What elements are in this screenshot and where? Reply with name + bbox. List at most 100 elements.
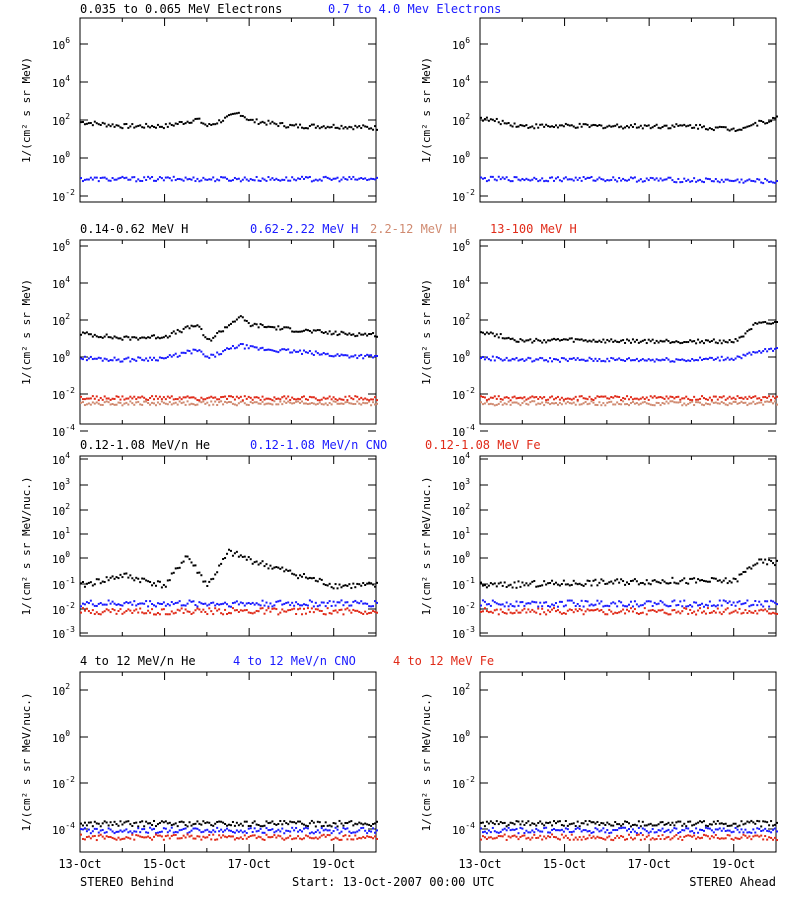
data-point: [320, 834, 323, 837]
data-point: [141, 336, 144, 339]
data-point: [531, 580, 534, 583]
data-point: [667, 605, 670, 608]
data-point: [214, 123, 217, 126]
data-point: [299, 123, 302, 126]
data-point: [614, 395, 617, 398]
data-point: [145, 337, 148, 340]
data-point: [584, 600, 587, 603]
plot-frame: [479, 455, 777, 637]
data-point: [308, 395, 311, 398]
data-point: [669, 838, 672, 841]
data-point: [493, 837, 496, 840]
data-point: [297, 830, 300, 833]
data-point: [249, 401, 252, 404]
data-point: [628, 398, 630, 401]
data-point: [738, 831, 741, 834]
data-point: [123, 602, 126, 605]
data-point: [716, 356, 719, 359]
data-point: [212, 176, 215, 179]
data-point: [139, 356, 142, 359]
data-point: [545, 583, 548, 586]
data-point: [93, 613, 96, 616]
data-point: [590, 584, 593, 587]
data-point: [554, 822, 557, 825]
x-tick-label: 15-Oct: [143, 857, 186, 871]
data-point: [137, 611, 140, 614]
data-point: [708, 580, 711, 583]
data-point: [766, 610, 769, 613]
data-point: [626, 608, 629, 611]
data-point: [485, 400, 488, 403]
data-point: [681, 605, 684, 608]
data-point: [584, 820, 587, 823]
data-point: [568, 823, 571, 826]
data-point: [732, 830, 735, 833]
data-point: [541, 357, 544, 360]
data-point: [243, 176, 246, 179]
data-point: [249, 824, 252, 827]
data-point: [643, 838, 646, 841]
data-point: [310, 352, 313, 355]
data-point: [145, 612, 148, 615]
data-point: [370, 824, 373, 827]
data-point: [594, 837, 597, 840]
data-point: [647, 609, 650, 612]
data-point: [231, 402, 234, 405]
data-point: [718, 359, 721, 362]
data-point: [251, 178, 254, 181]
data-point: [519, 585, 522, 588]
data-point: [265, 397, 268, 400]
data-point: [247, 556, 250, 559]
data-point: [489, 820, 492, 823]
data-point: [635, 126, 638, 129]
data-point: [257, 326, 260, 329]
data-point: [208, 396, 211, 399]
data-point: [316, 580, 319, 583]
data-point: [153, 604, 156, 607]
data-point: [316, 829, 319, 832]
data-point: [188, 177, 191, 180]
data-point: [101, 580, 104, 583]
data-point: [208, 356, 211, 359]
data-point: [107, 835, 110, 838]
data-point: [724, 398, 727, 401]
data-point: [89, 355, 92, 358]
data-point: [133, 395, 136, 398]
data-point: [513, 339, 516, 342]
data-point: [328, 395, 331, 398]
data-point: [485, 180, 488, 183]
data-point: [537, 836, 540, 839]
data-point: [233, 176, 236, 179]
data-point: [626, 581, 629, 584]
data-point: [156, 123, 159, 126]
data-point: [149, 396, 152, 399]
data-point: [170, 395, 173, 398]
data-point: [178, 837, 181, 840]
data-point: [360, 611, 363, 614]
data-point: [752, 395, 755, 398]
data-point: [202, 176, 205, 179]
data-point: [198, 325, 201, 328]
data-point: [235, 550, 238, 553]
data-point: [231, 179, 234, 182]
data-point: [245, 344, 248, 347]
data-point: [693, 177, 696, 180]
data-point: [310, 396, 313, 399]
data-point: [283, 348, 286, 351]
data-point: [271, 607, 274, 610]
data-point: [708, 611, 711, 614]
y-tick-label: 104: [52, 275, 70, 291]
data-point: [553, 583, 556, 586]
data-point: [160, 830, 163, 833]
data-point: [255, 602, 258, 605]
data-point: [742, 831, 745, 834]
data-point: [513, 401, 516, 404]
data-point: [693, 577, 696, 580]
data-point: [628, 603, 630, 606]
data-point: [653, 342, 656, 345]
data-point: [659, 821, 662, 824]
data-point: [287, 400, 290, 403]
data-point: [289, 179, 292, 182]
data-point: [618, 823, 621, 826]
data-point: [350, 832, 353, 835]
